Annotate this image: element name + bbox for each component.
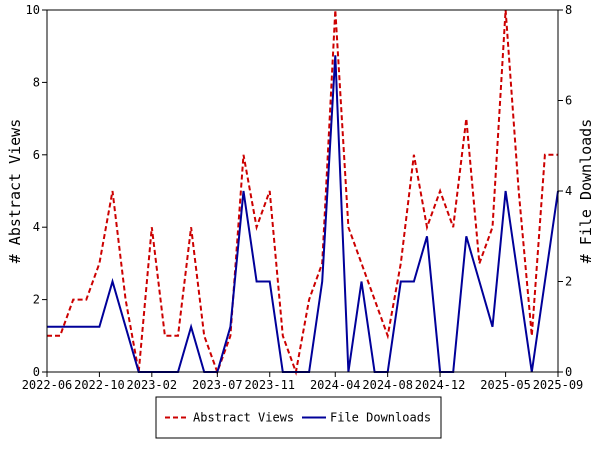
y-axis-right-ticks: 0 2 4 6 8 bbox=[558, 3, 572, 379]
y-right-tick-label: 8 bbox=[565, 3, 572, 17]
x-tick-label: 2024-04 bbox=[310, 378, 361, 392]
y-left-tick-label: 2 bbox=[33, 293, 40, 307]
x-tick-label: 2024-08 bbox=[362, 378, 413, 392]
x-tick-label: 2025-05 bbox=[480, 378, 531, 392]
y-axis-right-label: # File Downloads bbox=[577, 119, 595, 264]
x-tick-label: 2022-10 bbox=[74, 378, 125, 392]
y-left-tick-label: 4 bbox=[33, 220, 40, 234]
x-axis-ticks: 2022-06 2022-10 2023-02 2023-07 2023-11 2024-… bbox=[22, 372, 584, 392]
x-tick-label: 2023-02 bbox=[127, 378, 178, 392]
legend-items: Abstract Views File Downloads bbox=[165, 411, 431, 425]
y-left-tick-label: 6 bbox=[33, 148, 40, 162]
x-tick-label: 2022-06 bbox=[22, 378, 73, 392]
y-right-tick-label: 4 bbox=[565, 184, 572, 198]
y-right-tick-label: 0 bbox=[565, 365, 572, 379]
y-axis-left-label: # Abstract Views bbox=[6, 119, 24, 264]
series-line-abstract-views bbox=[47, 9, 558, 376]
y-right-tick-label: 6 bbox=[565, 94, 572, 108]
series-lines bbox=[47, 9, 559, 376]
legend: Abstract Views File Downloads bbox=[155, 396, 442, 439]
y-left-tick-label: 8 bbox=[33, 75, 40, 89]
y-axis-left-ticks: 0 2 4 6 8 10 bbox=[26, 3, 47, 379]
legend-label: Abstract Views bbox=[193, 411, 294, 425]
y-left-tick-label: 10 bbox=[26, 3, 40, 17]
y-left-tick-label: 0 bbox=[33, 365, 40, 379]
legend-label: File Downloads bbox=[330, 411, 431, 425]
x-tick-label: 2023-07 bbox=[192, 378, 243, 392]
series-line-file-downloads bbox=[47, 55, 559, 373]
legend-box bbox=[155, 396, 442, 439]
x-tick-label: 2024-12 bbox=[415, 378, 466, 392]
y-right-tick-label: 2 bbox=[565, 275, 572, 289]
x-tick-label: 2025-09 bbox=[533, 378, 584, 392]
x-tick-label: 2023-11 bbox=[244, 378, 295, 392]
